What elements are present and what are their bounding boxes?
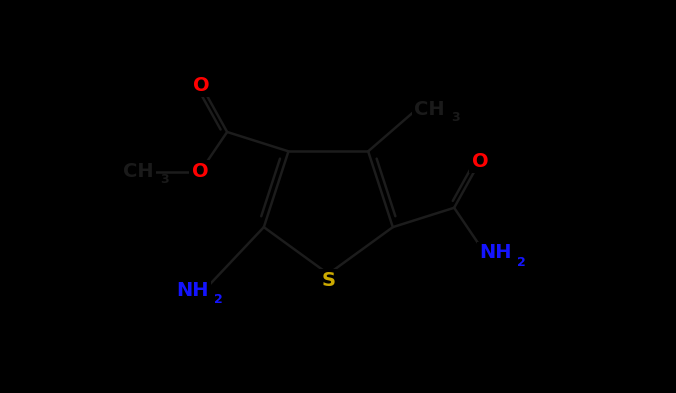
Text: O: O (472, 152, 488, 171)
Text: NH: NH (479, 244, 512, 263)
Text: 2: 2 (214, 293, 223, 306)
Text: CH: CH (414, 100, 445, 119)
Text: O: O (193, 76, 210, 95)
Text: S: S (321, 271, 335, 290)
Text: 3: 3 (451, 110, 460, 124)
Text: NH: NH (176, 281, 209, 300)
Text: O: O (192, 162, 208, 182)
Text: 3: 3 (160, 173, 169, 186)
Text: 2: 2 (517, 255, 526, 268)
Text: CH: CH (123, 162, 154, 182)
